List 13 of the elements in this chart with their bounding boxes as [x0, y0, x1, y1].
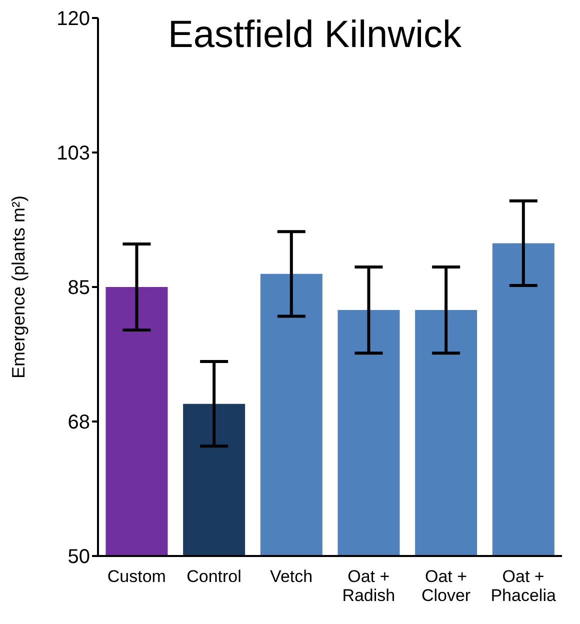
- x-tick-label: Oat + Radish: [342, 567, 396, 605]
- x-tick-label: Oat + Phacelia: [490, 567, 556, 605]
- x-tick-label: Control: [186, 567, 242, 586]
- chart-title: Eastfield Kilnwick: [168, 14, 462, 57]
- y-tick-label: 103: [56, 142, 90, 165]
- y-tick-label: 50: [68, 546, 90, 568]
- x-tick-label: Custom: [107, 567, 166, 586]
- y-tick-label: 68: [68, 412, 90, 434]
- y-axis-title: Emergence (plants m²): [8, 195, 28, 379]
- y-tick-label: 120: [56, 8, 90, 30]
- x-tick-label: Oat + Clover: [421, 567, 471, 605]
- x-tick-label: Vetch: [270, 567, 313, 586]
- y-tick-label: 85: [68, 277, 90, 300]
